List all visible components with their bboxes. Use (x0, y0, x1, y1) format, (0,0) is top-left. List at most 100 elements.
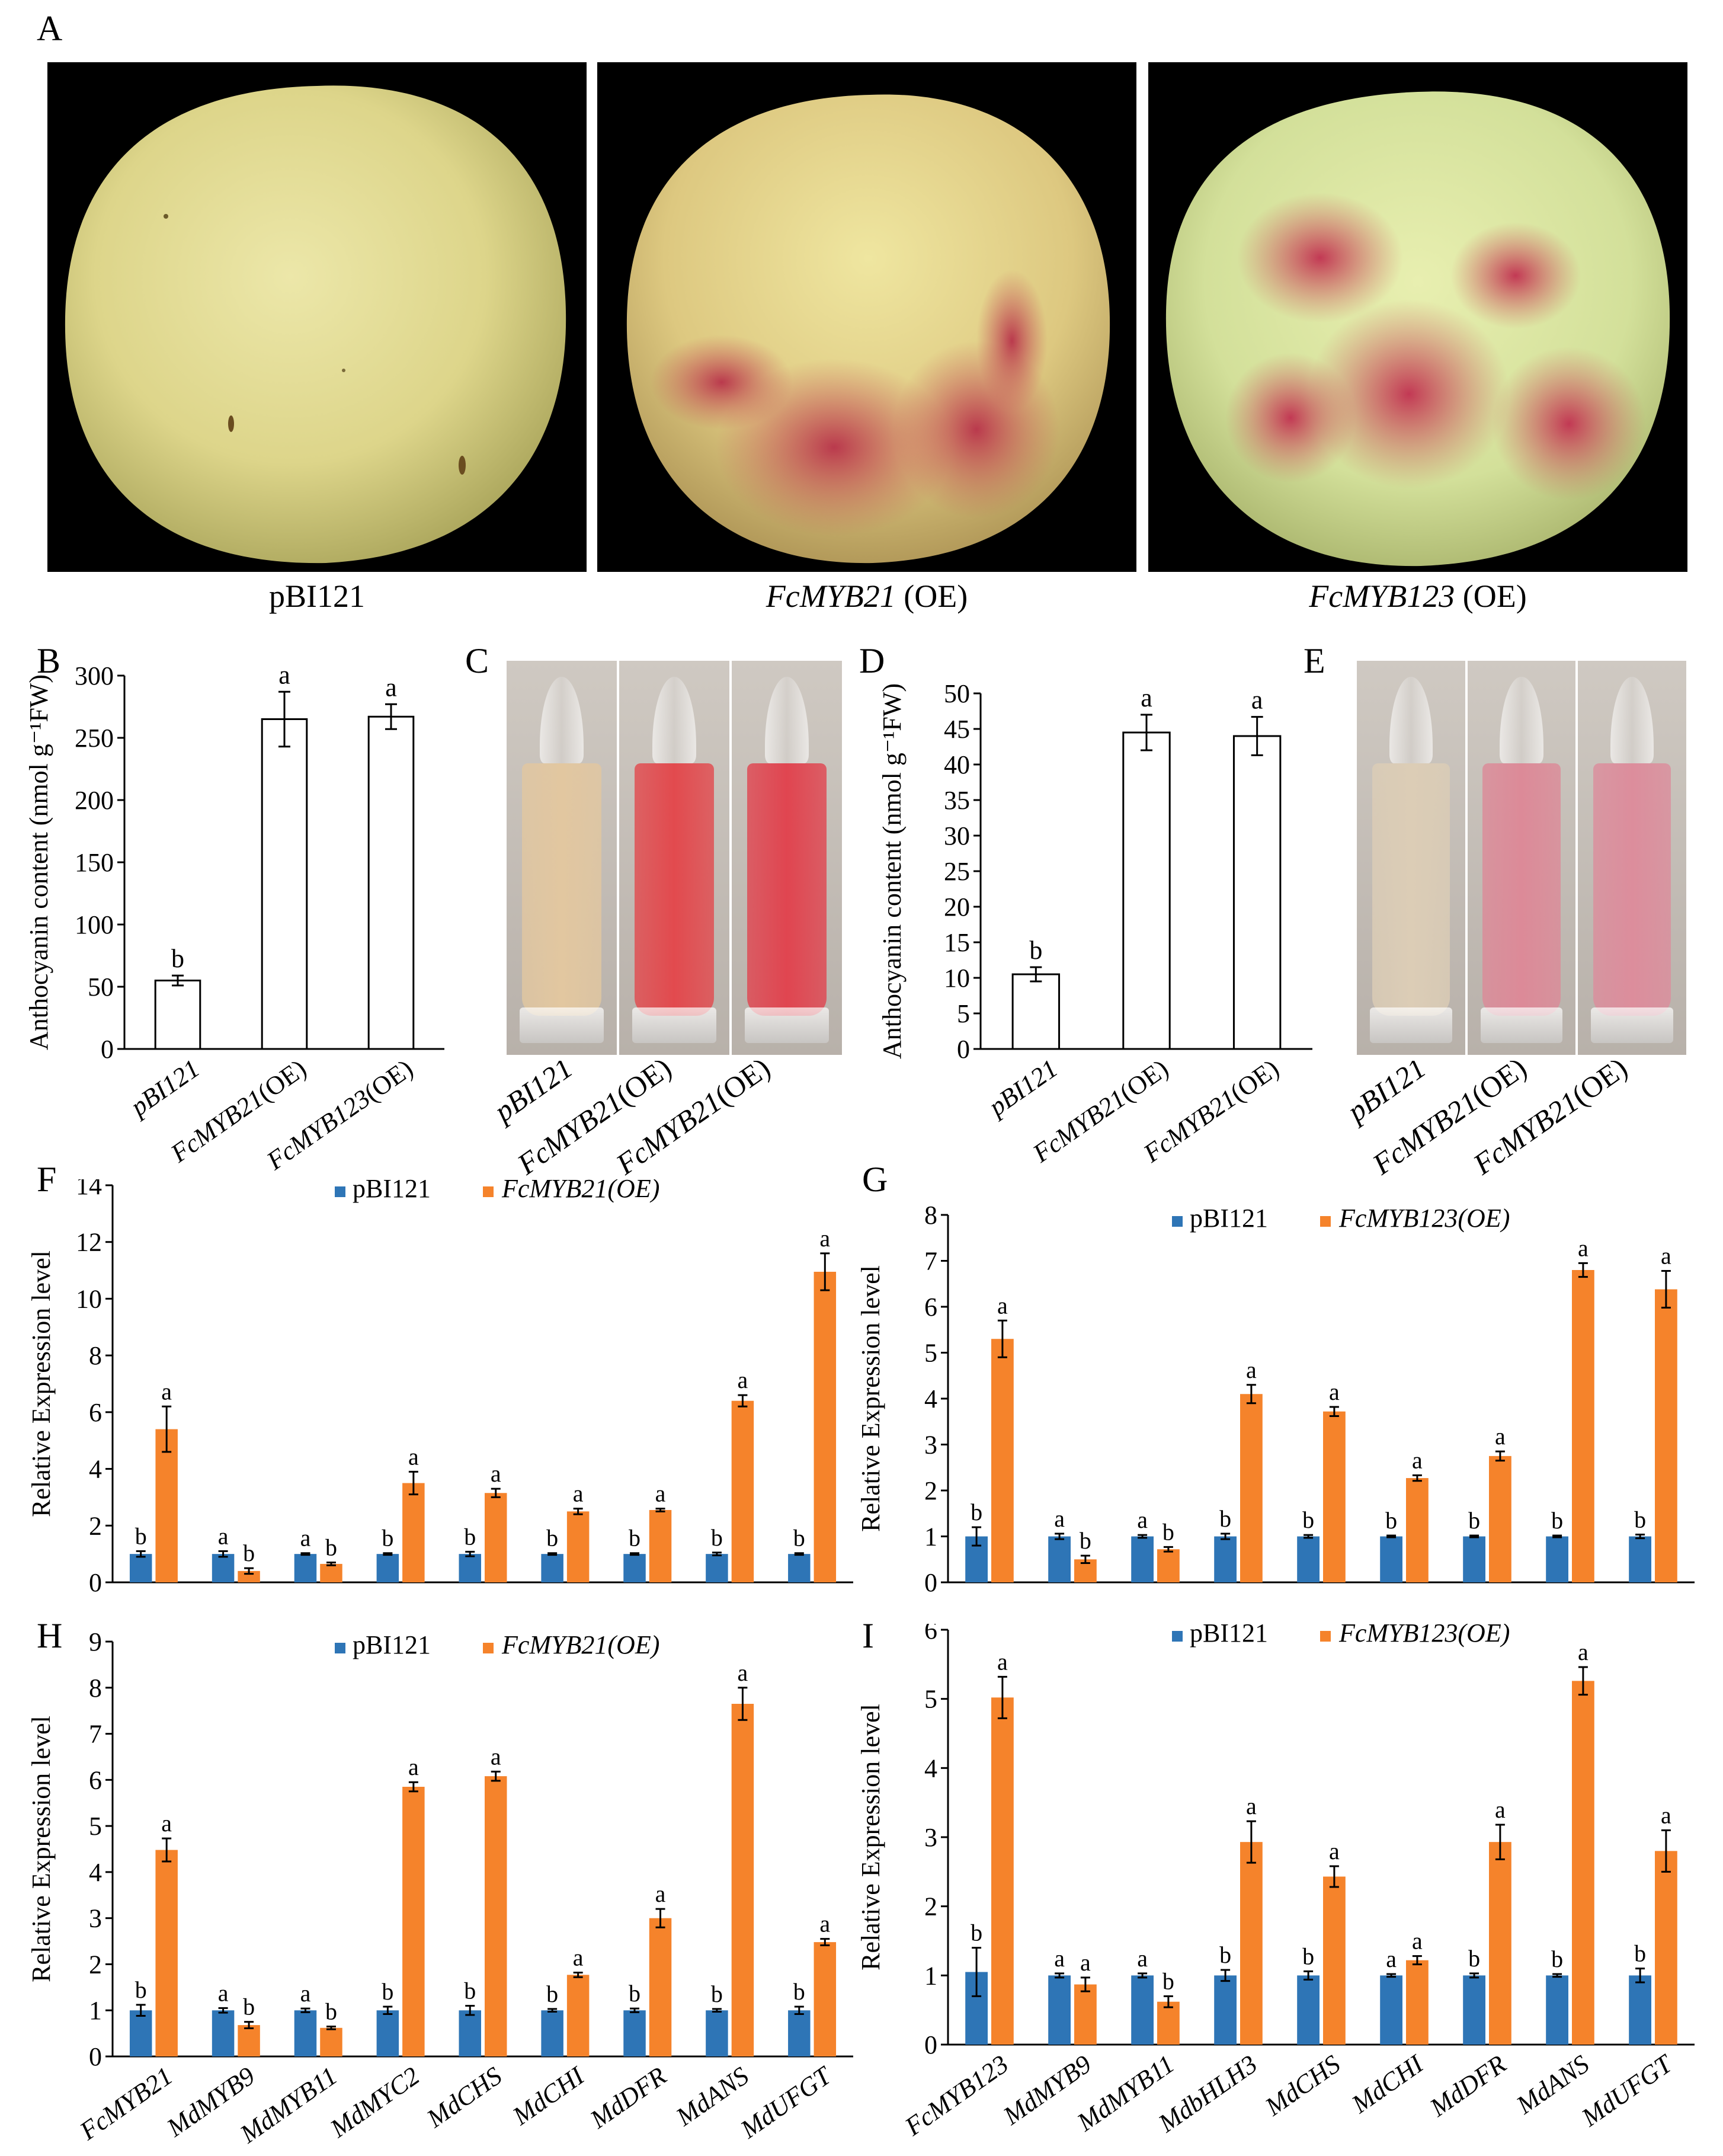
legend-swatch-oe (483, 1186, 494, 1197)
y-tick-label: 4 (924, 1754, 937, 1783)
y-tick-label: 6 (89, 1398, 102, 1427)
significance-letter: b (971, 1499, 982, 1525)
significance-letter: b (1162, 1518, 1174, 1545)
y-tick-label: 2 (924, 1892, 937, 1921)
y-tick-label: 7 (924, 1247, 937, 1276)
x-tick-label: MdDFR (584, 2061, 671, 2134)
significance-letter: b (171, 944, 184, 973)
significance-letter: b (711, 1524, 723, 1551)
significance-letter: b (629, 1525, 640, 1552)
panel-label-f: F (37, 1160, 57, 1199)
bar-oe-FcMYB123 (991, 1339, 1014, 1582)
significance-letter: b (1302, 1506, 1314, 1533)
y-tick-label: 30 (944, 821, 970, 850)
chart-g-expression: 0 1 2 3 4 5 6 7 8 Relative Expression level pBI121… (856, 1201, 1695, 1597)
photo-fcmyb21 (597, 62, 1136, 572)
bar-pbi121-MdMYB11 (1131, 1536, 1154, 1582)
legend-label-pbi121: pBI121 (353, 1179, 431, 1203)
tube-photo-e (1357, 661, 1689, 1055)
significance-letter: a (573, 1944, 584, 1971)
significance-letter: a (655, 1880, 666, 1907)
significance-letter: b (1468, 1507, 1480, 1534)
bar-oe-MdCHS (485, 1776, 507, 2056)
y-tick-label: 0 (957, 1035, 970, 1064)
significance-letter: b (1468, 1945, 1480, 1972)
bar-pbi121-MdCHI (1380, 1536, 1402, 1582)
x-tick-label: MdUFGT (735, 2060, 838, 2144)
y-tick-label: 1 (924, 1522, 937, 1552)
legend-swatch-oe (483, 1643, 494, 1653)
tube-photo-c (507, 661, 844, 1055)
y-axis-label: Relative Expression level (27, 1250, 56, 1517)
bar-oe-MdCHS (1323, 1876, 1346, 2045)
bar-pbi121-MdCHS (459, 1554, 481, 1582)
bar-oe-MdMYB9 (1074, 1984, 1097, 2045)
panel-label-e: E (1304, 641, 1325, 680)
bar-pbi121-FcMYB21 (129, 1554, 152, 1582)
x-tick-label: MdCHI (507, 2061, 591, 2131)
bar-oe-MdbHLH3 (1240, 1394, 1263, 1582)
apple-image-fcmyb123 (1165, 91, 1670, 567)
y-tick-label: 0 (89, 2042, 102, 2071)
x-tick-label: MdUFGT (1576, 2048, 1679, 2132)
significance-letter: a (738, 1367, 748, 1393)
x-tick-label: pBI121 (982, 1054, 1063, 1122)
chart-b-anthocyanin: 0 50 100 150 200 250 300 Anthocyanin content (n… (24, 660, 444, 1176)
legend-swatch-pbi121 (1172, 1216, 1183, 1227)
y-tick-label: 1 (89, 1996, 102, 2025)
significance-letter: a (1329, 1378, 1340, 1405)
apple-image-fcmyb21 (626, 94, 1110, 564)
bar-oe-MdUFGT (814, 1271, 837, 1582)
bar-pbi121-MdUFGT (788, 1554, 811, 1582)
caption-fcmyb123: FcMYB123 (OE) (1309, 578, 1527, 614)
significance-letter: a (573, 1480, 584, 1507)
significance-letter: a (1412, 1928, 1423, 1955)
tube-1 (619, 661, 732, 1055)
y-tick-label: 14 (76, 1179, 102, 1200)
bar-oe-MdDFR (1489, 1456, 1511, 1582)
y-axis-label: Anthocyanin content (nmol g⁻¹FW) (877, 683, 907, 1059)
y-axis-label: Relative Expression level (856, 1265, 885, 1532)
significance-letter: a (1251, 686, 1263, 715)
bar-pbi121-MdCHS (1297, 1536, 1320, 1582)
bar-pbi121-MdMYB9 (212, 2010, 235, 2056)
legend-label-oe: FcMYB123(OE) (1338, 1624, 1510, 1648)
y-tick-label: 6 (924, 1624, 937, 1645)
y-tick-label: 4 (89, 1455, 102, 1484)
bar-oe-MdCHS (485, 1493, 507, 1582)
photo-fcmyb123 (1148, 62, 1687, 572)
bar-pbi121-MdMYB11 (294, 2010, 317, 2056)
significance-letter: b (1634, 1940, 1646, 1967)
y-tick-label: 4 (89, 1858, 102, 1887)
significance-letter: b (1219, 1941, 1231, 1968)
bar-oe-MdMYB11 (1157, 1549, 1180, 1582)
legend-label-pbi121: pBI121 (1190, 1624, 1268, 1648)
tube-1 (1467, 661, 1578, 1055)
significance-letter: a (408, 1754, 419, 1780)
significance-letter: b (1219, 1505, 1231, 1532)
y-axis-label: Relative Expression level (856, 1704, 885, 1971)
significance-letter: b (546, 1525, 558, 1552)
significance-letter: a (655, 1480, 666, 1507)
y-tick-label: 2 (924, 1476, 937, 1505)
x-tick-label: pBI121 (124, 1054, 205, 1122)
bar-oe-MdANS (1572, 1681, 1594, 2045)
y-tick-label: 1 (924, 1961, 937, 1990)
significance-letter: a (1137, 1945, 1148, 1972)
significance-letter: b (135, 1976, 147, 2003)
panel-label-i: I (862, 1616, 874, 1655)
y-tick-label: 250 (75, 724, 114, 753)
significance-letter: a (1141, 683, 1152, 712)
significance-letter: a (1412, 1447, 1423, 1473)
significance-letter: a (1137, 1506, 1148, 1533)
significance-letter: a (300, 1525, 311, 1552)
y-tick-label: 5 (89, 1812, 102, 1841)
y-tick-label: 2 (89, 1950, 102, 1979)
significance-letter: b (1551, 1507, 1563, 1534)
bar-FcMYB21(OE) (1122, 731, 1171, 1050)
bar-oe-MdCHI (1406, 1960, 1429, 2045)
bar-oe-MdMYC2 (402, 1787, 425, 2056)
legend-swatch-pbi121 (1172, 1631, 1183, 1642)
y-tick-label: 4 (924, 1384, 937, 1413)
